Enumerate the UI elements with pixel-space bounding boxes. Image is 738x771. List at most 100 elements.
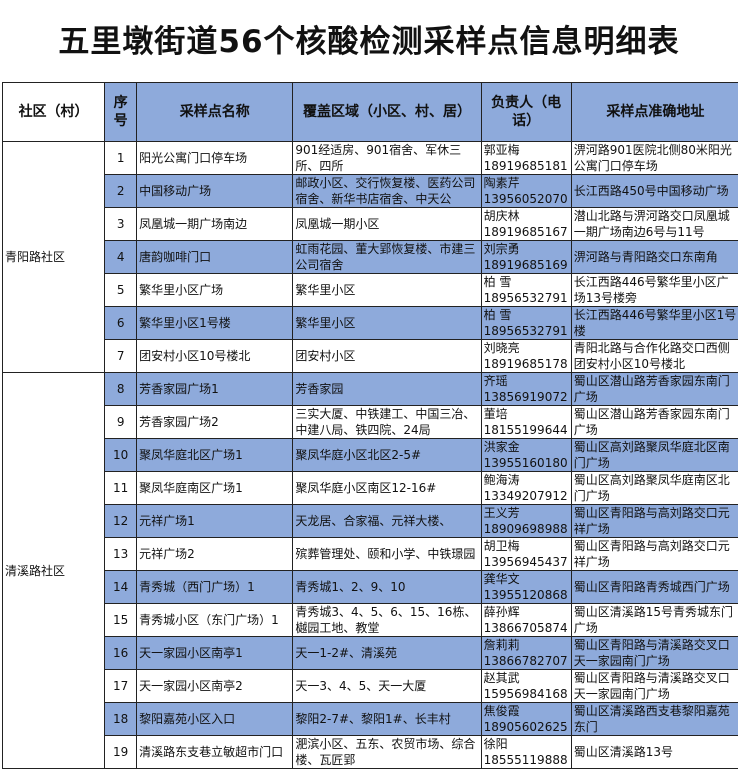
address-cell[interactable]: 蜀山区青阳路与清溪路交叉口天一家园南门广场 — [570, 636, 738, 670]
site-name-cell[interactable]: 聚凤华庭南区广场1 — [136, 471, 294, 505]
number-cell[interactable]: 9 — [104, 405, 138, 439]
address-cell[interactable]: 蜀山区清溪路西支巷黎阳嘉苑东门 — [570, 702, 738, 736]
coverage-area-cell[interactable]: 团安村小区 — [292, 339, 482, 373]
address-cell[interactable]: 蜀山区青阳路青秀城西门广场 — [570, 570, 738, 604]
site-name-cell[interactable]: 繁华里小区广场 — [136, 273, 294, 307]
number-cell[interactable]: 19 — [104, 735, 138, 769]
site-name-cell[interactable]: 清溪路东支巷立敏超市门口 — [136, 735, 294, 769]
address-cell[interactable]: 长江西路446号繁华里小区广场13号楼旁 — [570, 273, 738, 307]
number-cell[interactable]: 12 — [104, 504, 138, 538]
number-cell[interactable]: 10 — [104, 438, 138, 472]
site-name-cell[interactable]: 阳光公寓门口停车场 — [136, 141, 294, 175]
site-name-cell[interactable]: 繁华里小区1号楼 — [136, 306, 294, 340]
person-cell[interactable]: 胡庆林 18919685167 — [480, 207, 572, 241]
person-cell[interactable]: 詹莉莉 13866782707 — [480, 636, 572, 670]
table-row: 3 凤凰城一期广场南边 凤凰城一期小区 胡庆林 18919685167 潜山北路与淠河路交… — [3, 207, 738, 241]
table-row: 6 繁华里小区1号楼 繁华里小区柏 雪 18956532791 长江西路446号繁华里小… — [3, 306, 738, 340]
site-name-cell[interactable]: 黎阳嘉苑小区入口 — [136, 702, 294, 736]
person-cell[interactable]: 胡卫梅 13956945437 — [480, 537, 572, 571]
coverage-area-cell[interactable]: 聚凤华庭小区南区12-16# — [292, 471, 482, 505]
coverage-area-cell[interactable]: 青秀城3、4、5、6、15、16栋、樾园工地、教堂 — [292, 603, 482, 637]
person-cell[interactable]: 赵其武 15956984168 — [480, 669, 572, 703]
number-cell[interactable]: 4 — [104, 240, 138, 274]
address-cell[interactable]: 蜀山区青阳路与清溪路交叉口天一家园南门广场 — [570, 669, 738, 703]
number-cell[interactable]: 6 — [104, 306, 138, 340]
site-name-cell[interactable]: 凤凰城一期广场南边 — [136, 207, 294, 241]
address-cell[interactable]: 长江西路450号中国移动广场 — [570, 174, 738, 208]
address-cell[interactable]: 蜀山区高刘路聚凤华庭北区南门广场 — [570, 438, 738, 472]
person-cell[interactable]: 董培 18155199644 — [480, 405, 572, 439]
person-cell[interactable]: 郭亚梅 18919685181 — [480, 141, 572, 175]
coverage-area-cell[interactable]: 天龙居、合家福、元祥大楼、 — [292, 504, 482, 538]
person-cell[interactable]: 刘晓亮 18919685178 — [480, 339, 572, 373]
community-cell[interactable]: 清溪路社区 — [1, 372, 106, 769]
site-name-cell[interactable]: 元祥广场1 — [136, 504, 294, 538]
address-cell[interactable]: 潜山北路与淠河路交口凤凰城一期广场南边6号与11号 — [570, 207, 738, 241]
site-name-cell[interactable]: 中国移动广场 — [136, 174, 294, 208]
coverage-area-cell[interactable]: 三实大厦、中铁建工、中国三冶、中建八局、铁四院、24局 — [292, 405, 482, 439]
number-cell[interactable]: 5 — [104, 273, 138, 307]
coverage-area-cell[interactable]: 聚凤华庭小区北区2-5# — [292, 438, 482, 472]
person-cell[interactable]: 龚华文 13955120868 — [480, 570, 572, 604]
person-cell[interactable]: 洪家金 13955160180 — [480, 438, 572, 472]
address-cell[interactable]: 青阳北路与合作化路交口西侧团安村小区10号楼北 — [570, 339, 738, 373]
address-cell[interactable]: 蜀山区清溪路13号 — [570, 735, 738, 769]
site-name-cell[interactable]: 青秀城（西门广场）1 — [136, 570, 294, 604]
coverage-area-cell[interactable]: 天一3、4、5、天一大厦 — [292, 669, 482, 703]
coverage-area-cell[interactable]: 虹雨花园、董大郢恢复楼、市建三公司宿舍 — [292, 240, 482, 274]
coverage-area-cell[interactable]: 繁华里小区 — [292, 306, 482, 340]
address-cell[interactable]: 长江西路446号繁华里小区1号楼 — [570, 306, 738, 340]
site-name-cell[interactable]: 天一家园小区南亭2 — [136, 669, 294, 703]
number-cell[interactable]: 14 — [104, 570, 138, 604]
coverage-area-cell[interactable]: 凤凰城一期小区 — [292, 207, 482, 241]
number-cell[interactable]: 15 — [104, 603, 138, 637]
coverage-area-cell[interactable]: 繁华里小区 — [292, 273, 482, 307]
number-cell[interactable]: 16 — [104, 636, 138, 670]
address-cell[interactable]: 蜀山区青阳路与高刘路交口元祥广场 — [570, 537, 738, 571]
coverage-area-cell[interactable]: 黎阳2-7#、黎阳1#、长丰村 — [292, 702, 482, 736]
person-cell[interactable]: 柏 雪 18956532791 — [480, 273, 572, 307]
number-cell[interactable]: 11 — [104, 471, 138, 505]
community-cell[interactable]: 青阳路社区 — [1, 141, 106, 373]
address-cell[interactable]: 淠河路与青阳路交口东南角 — [570, 240, 738, 274]
number-cell[interactable]: 17 — [104, 669, 138, 703]
address-cell[interactable]: 淠河路901医院北侧80米阳光公寓门口停车场 — [570, 141, 738, 175]
person-cell[interactable]: 徐阳 18555119888 — [480, 735, 572, 769]
sampling-sites-table: 社区（村） 序号 采样点名称 覆盖区域（小区、村、居） 负责人（电话） 采样点准… — [1, 82, 738, 769]
coverage-area-cell[interactable]: 芳香家园 — [292, 372, 482, 406]
site-name-cell[interactable]: 团安村小区10号楼北 — [136, 339, 294, 373]
coverage-area-cell[interactable]: 淝滨小区、五东、农贸市场、综合楼、瓦匠郢 — [292, 735, 482, 769]
number-cell[interactable]: 13 — [104, 537, 138, 571]
coverage-area-cell[interactable]: 901经适房、901宿舍、军休三所、四所 — [292, 141, 482, 175]
person-cell[interactable]: 王义芳 18909698988 — [480, 504, 572, 538]
site-name-cell[interactable]: 唐韵咖啡门口 — [136, 240, 294, 274]
person-cell[interactable]: 齐瑶 13856919072 — [480, 372, 572, 406]
address-cell[interactable]: 蜀山区青阳路与高刘路交口元祥广场 — [570, 504, 738, 538]
site-name-cell[interactable]: 天一家园小区南亭1 — [136, 636, 294, 670]
coverage-area-cell[interactable]: 天一1-2#、清溪苑 — [292, 636, 482, 670]
person-cell[interactable]: 陶素芹 13956052070 — [480, 174, 572, 208]
site-name-cell[interactable]: 芳香家园广场1 — [136, 372, 294, 406]
address-cell[interactable]: 蜀山区高刘路聚凤华庭南区北门广场 — [570, 471, 738, 505]
person-cell[interactable]: 刘宗勇 18919685169 — [480, 240, 572, 274]
number-cell[interactable]: 18 — [104, 702, 138, 736]
person-cell[interactable]: 焦俊霞 18905602625 — [480, 702, 572, 736]
person-cell[interactable]: 薛孙辉 13866705874 — [480, 603, 572, 637]
person-cell[interactable]: 鲍海涛 13349207912 — [480, 471, 572, 505]
site-name-cell[interactable]: 元祥广场2 — [136, 537, 294, 571]
coverage-area-cell[interactable]: 青秀城1、2、9、10 — [292, 570, 482, 604]
address-cell[interactable]: 蜀山区潜山路芳香家园东南门广场 — [570, 372, 738, 406]
number-cell[interactable]: 3 — [104, 207, 138, 241]
coverage-area-cell[interactable]: 殡葬管理处、颐和小学、中铁璟园 — [292, 537, 482, 571]
site-name-cell[interactable]: 芳香家园广场2 — [136, 405, 294, 439]
number-cell[interactable]: 2 — [104, 174, 138, 208]
site-name-cell[interactable]: 青秀城小区（东门广场）1 — [136, 603, 294, 637]
coverage-area-cell[interactable]: 邮政小区、交行恢复楼、医药公司宿舍、新华书店宿舍、中天公 — [292, 174, 482, 208]
site-name-cell[interactable]: 聚凤华庭北区广场1 — [136, 438, 294, 472]
number-cell[interactable]: 1 — [104, 141, 138, 175]
person-cell[interactable]: 柏 雪 18956532791 — [480, 306, 572, 340]
address-cell[interactable]: 蜀山区潜山路芳香家园东南门广场 — [570, 405, 738, 439]
number-cell[interactable]: 7 — [104, 339, 138, 373]
address-cell[interactable]: 蜀山区清溪路15号青秀城东门广场 — [570, 603, 738, 637]
number-cell[interactable]: 8 — [104, 372, 138, 406]
